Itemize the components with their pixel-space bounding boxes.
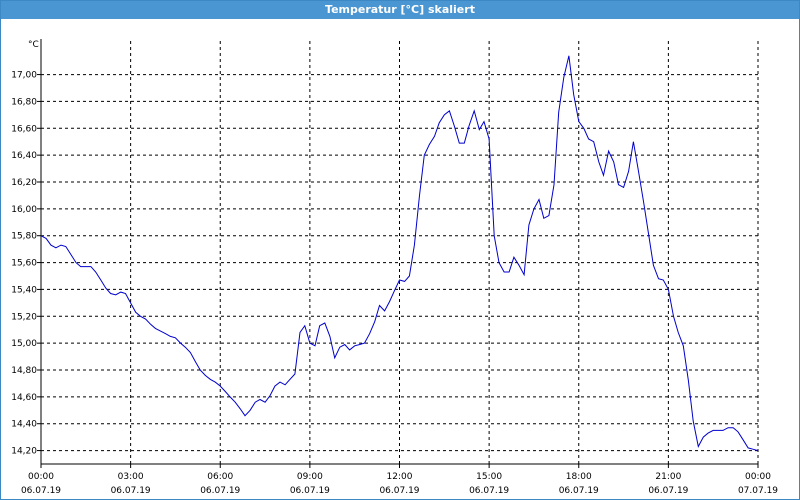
- y-tick-label: 16,60: [11, 124, 37, 134]
- x-tick-date-label: 06.07.19: [379, 486, 419, 496]
- y-tick-label: 14,80: [11, 366, 37, 376]
- y-tick-label: 17,00: [11, 71, 37, 81]
- x-tick-time-label: 00:00: [28, 472, 54, 482]
- y-tick-label: 16,20: [11, 178, 37, 188]
- x-tick-date-label: 06.07.19: [559, 486, 599, 496]
- x-tick-time-label: 03:00: [118, 472, 144, 482]
- x-tick-date-label: 06.07.19: [200, 486, 240, 496]
- x-tick-time-label: 06:00: [207, 472, 233, 482]
- y-tick-label: 16,80: [11, 97, 37, 107]
- x-tick-date-label: 06.07.19: [648, 486, 688, 496]
- y-tick-label: 15,00: [11, 339, 37, 349]
- x-tick-date-label: 06.07.19: [469, 486, 509, 496]
- y-tick-label: 14,40: [11, 420, 37, 430]
- y-tick-label: 15,20: [11, 312, 37, 322]
- y-tick-label: 15,40: [11, 285, 37, 295]
- x-tick-date-label: 06.07.19: [21, 486, 61, 496]
- x-tick-date-label: 07.07.19: [738, 486, 778, 496]
- y-axis-unit-label: °C: [28, 40, 39, 50]
- x-tick-time-label: 18:00: [566, 472, 592, 482]
- window-title: Temperatur [°C] skaliert: [1, 1, 799, 19]
- y-tick-label: 15,60: [11, 259, 37, 269]
- x-tick-time-label: 09:00: [297, 472, 323, 482]
- temperature-chart: 14,20 14,40 14,60 14,80 15,00 15,20 15,40 15,60…: [11, 39, 778, 496]
- y-tick-label: 14,20: [11, 447, 37, 457]
- x-tick-time-label: 12:00: [387, 472, 413, 482]
- y-tick-label: 15,80: [11, 232, 37, 242]
- x-tick-date-label: 06.07.19: [111, 486, 151, 496]
- y-tick-label: 16,00: [11, 205, 37, 215]
- y-tick-label: 14,60: [11, 393, 37, 403]
- temperature-series-line: [40, 55, 759, 452]
- y-tick-label: 16,40: [11, 151, 37, 161]
- x-tick-time-label: 15:00: [476, 472, 502, 482]
- x-tick-time-label: 21:00: [655, 472, 681, 482]
- x-tick-time-label: 00:00: [745, 472, 771, 482]
- x-tick-date-label: 06.07.19: [290, 486, 330, 496]
